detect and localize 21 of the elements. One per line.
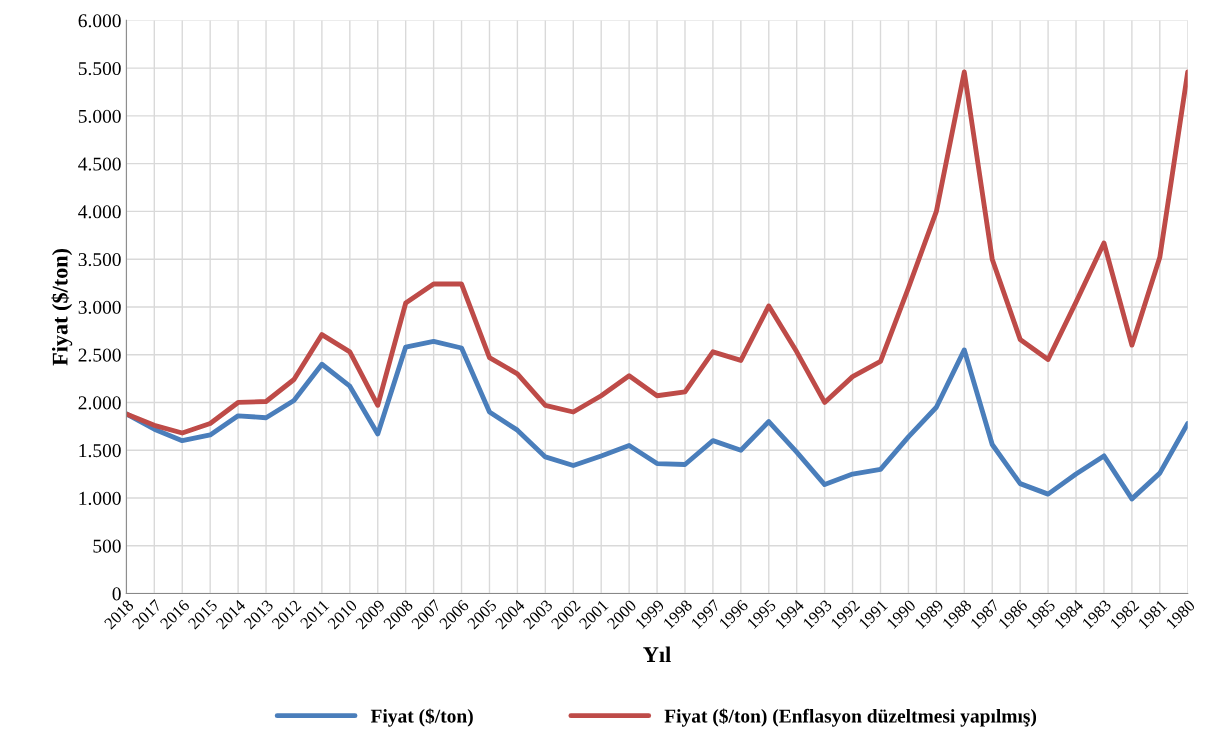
x-tick-label: 2011 <box>299 599 330 630</box>
legend-label: Fiyat ($/ton) (Enflasyon düzeltmesi yapılmış) <box>664 708 1037 727</box>
y-tick-label: 3.000 <box>78 300 121 314</box>
line-series <box>126 69 1188 436</box>
y-tick-label: 5.500 <box>78 61 121 76</box>
y-tick-label: 2.000 <box>78 396 121 410</box>
y-tick-label: 3.500 <box>78 253 121 267</box>
x-tick-label: 1991 <box>858 599 889 630</box>
y-tick-label: 4.000 <box>78 205 121 219</box>
y-axis-title: Fiyat ($/ton) <box>51 248 73 366</box>
line-series <box>126 338 1188 502</box>
y-tick-label: 0 <box>112 587 121 601</box>
y-tick-label: 4.500 <box>78 157 121 171</box>
y-tick-label: 5.000 <box>78 109 121 123</box>
y-tick-label: 500 <box>93 539 121 553</box>
y-tick-label: 2.500 <box>78 348 121 362</box>
y-tick-label: 1.500 <box>79 444 121 458</box>
legend-label: Fiyat ($/ton) <box>370 708 473 727</box>
y-tick-label: 6.000 <box>78 14 121 28</box>
y-tick-label: 1.000 <box>79 491 121 505</box>
x-axis-title: Yıl <box>643 646 671 662</box>
